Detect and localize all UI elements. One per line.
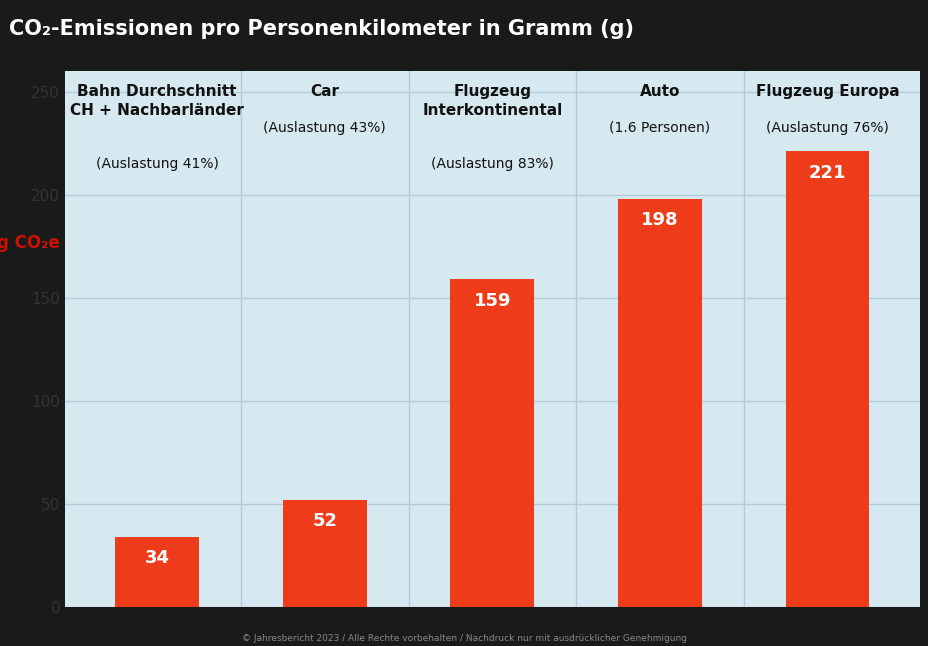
Text: Flugzeug Europa: Flugzeug Europa xyxy=(754,85,898,99)
Text: © Jahresbericht 2023 / Alle Rechte vorbehalten / Nachdruck nur mit ausdrückliche: © Jahresbericht 2023 / Alle Rechte vorbe… xyxy=(241,634,687,643)
Text: 198: 198 xyxy=(640,211,678,229)
Text: (Auslastung 76%): (Auslastung 76%) xyxy=(766,121,888,135)
Text: Auto: Auto xyxy=(639,85,679,99)
Text: Flugzeug
Interkontinental: Flugzeug Interkontinental xyxy=(422,85,561,118)
Text: g CO₂e: g CO₂e xyxy=(0,234,59,252)
Bar xyxy=(617,199,701,607)
Bar xyxy=(115,537,199,607)
Bar xyxy=(283,500,367,607)
Text: 221: 221 xyxy=(808,164,845,182)
Text: (Auslastung 83%): (Auslastung 83%) xyxy=(431,158,553,171)
Text: Car: Car xyxy=(310,85,339,99)
Text: CO₂-Emissionen pro Personenkilometer in Gramm (g): CO₂-Emissionen pro Personenkilometer in … xyxy=(9,19,634,39)
Text: 52: 52 xyxy=(312,512,337,530)
Text: 159: 159 xyxy=(473,292,510,309)
Text: (Auslastung 41%): (Auslastung 41%) xyxy=(96,158,218,171)
Text: Bahn Durchschnitt
CH + Nachbarländer: Bahn Durchschnitt CH + Nachbarländer xyxy=(71,85,244,118)
Text: (1.6 Personen): (1.6 Personen) xyxy=(609,121,710,135)
Text: 34: 34 xyxy=(145,550,170,567)
Bar xyxy=(785,151,869,607)
Bar xyxy=(450,279,534,607)
Text: (Auslastung 43%): (Auslastung 43%) xyxy=(264,121,386,135)
